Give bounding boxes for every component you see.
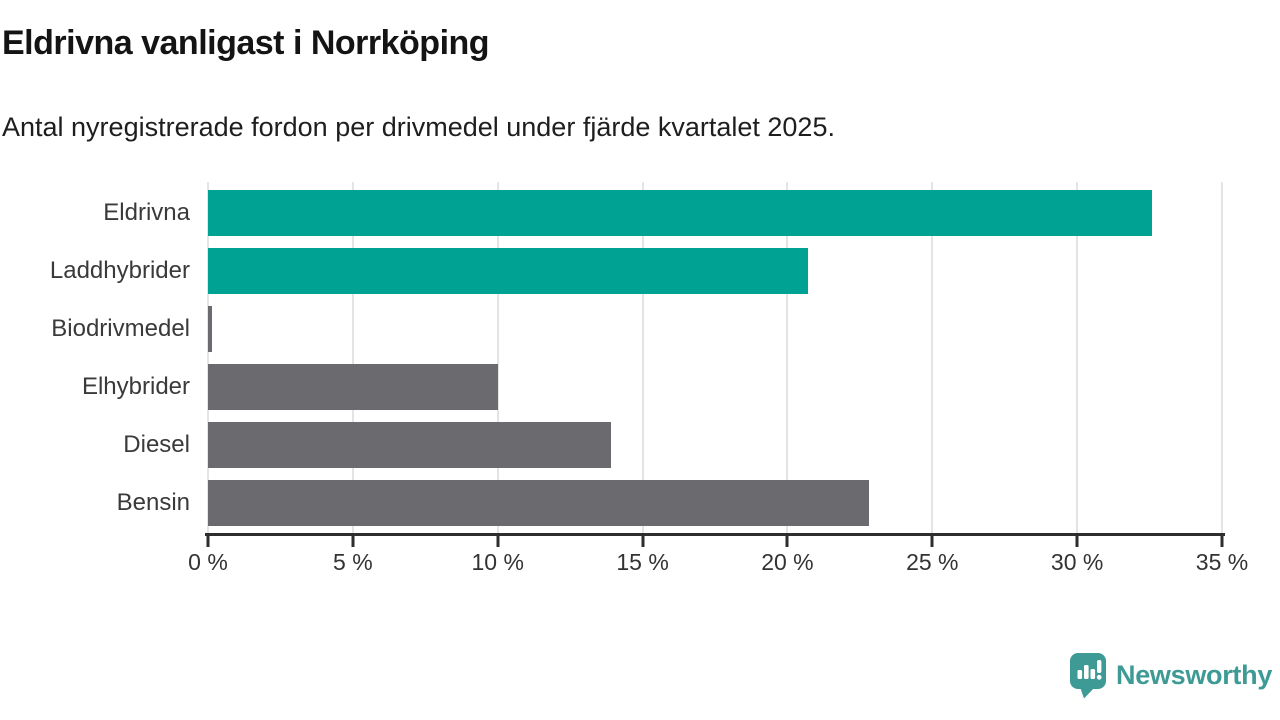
- plot-area: [207, 182, 1223, 533]
- x-tick-5: [351, 536, 355, 547]
- x-axis-line: [205, 533, 1225, 536]
- x-tick-0: [206, 536, 210, 547]
- x-tick-label-0: 0 %: [188, 549, 228, 575]
- x-tick-label-25: 25 %: [906, 549, 959, 575]
- y-label-biodrivmedel: Biodrivmedel: [51, 315, 190, 342]
- newsworthy-icon: [1070, 653, 1106, 699]
- y-label-laddhybrider: Laddhybrider: [49, 257, 190, 284]
- gridline-0: [207, 182, 209, 533]
- x-tick-35: [1220, 536, 1224, 547]
- x-tick-label-5: 5 %: [333, 549, 373, 575]
- bar-elhybrider: [208, 364, 498, 410]
- gridline-10: [496, 182, 499, 533]
- chart-subtitle: Antal nyregistrerade fordon per drivmede…: [2, 112, 835, 142]
- x-tick-label-30: 30 %: [1050, 549, 1104, 575]
- x-tick-label-20: 20 %: [761, 549, 814, 575]
- bar-eldrivna: [208, 190, 1153, 236]
- gridline-25: [931, 182, 934, 533]
- y-label-bensin: Bensin: [116, 489, 190, 516]
- y-label-elhybrider: Elhybrider: [81, 373, 190, 400]
- bar-bensin: [208, 480, 869, 526]
- x-tick-25: [930, 536, 934, 547]
- x-tick-15: [641, 536, 645, 547]
- gridline-5: [351, 182, 354, 533]
- x-tick-label-35: 35 %: [1195, 549, 1249, 575]
- x-tick-30: [1075, 536, 1079, 547]
- bar-biodrivmedel: [208, 306, 213, 352]
- gridline-20: [786, 182, 789, 533]
- chart-title: Eldrivna vanligast i Norrköping: [2, 24, 490, 62]
- y-label-eldrivna: Eldrivna: [103, 199, 190, 226]
- x-tick-label-15: 15 %: [616, 549, 669, 575]
- newsworthy-wordmark: Newsworthy: [1116, 660, 1273, 690]
- x-tick-label-10: 10 %: [471, 549, 524, 575]
- gridline-35: [1221, 182, 1223, 533]
- bar-diesel: [208, 422, 611, 468]
- bar-laddhybrider: [208, 248, 808, 294]
- gridline-30: [1076, 182, 1079, 533]
- gridline-15: [641, 182, 644, 533]
- x-tick-10: [496, 536, 500, 547]
- x-tick-20: [785, 536, 789, 547]
- y-label-diesel: Diesel: [123, 431, 190, 458]
- newsworthy-logo: Newsworthy: [1069, 652, 1272, 699]
